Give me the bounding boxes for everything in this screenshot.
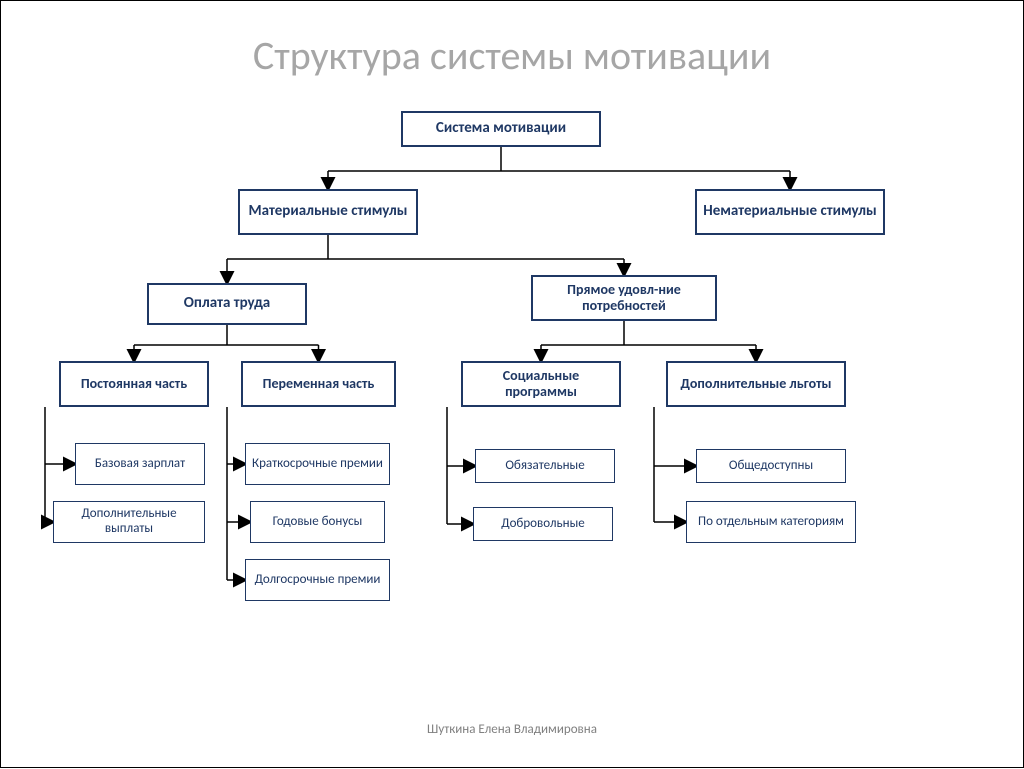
- node-god: Годовые бонусы: [250, 501, 385, 543]
- node-obyaz: Обязательные: [475, 449, 615, 483]
- node-dolg: Долгосрочные премии: [245, 559, 390, 601]
- node-pootd: По отдельным категориям: [686, 501, 856, 543]
- node-mat: Материальные стимулы: [238, 189, 418, 235]
- page-title: Структура системы мотивации: [1, 31, 1023, 80]
- node-soc: Социальные программы: [461, 361, 621, 407]
- node-nemat: Нематериальные стимулы: [695, 189, 885, 235]
- node-dobr: Добровольные: [473, 507, 613, 541]
- node-dop: Дополнительные льготы: [666, 361, 846, 407]
- node-obsh: Общедоступны: [696, 449, 846, 483]
- node-perem: Переменная часть: [241, 361, 396, 407]
- node-post: Постоянная часть: [59, 361, 209, 407]
- node-pryam: Прямое удовл-ние потребностей: [531, 275, 717, 321]
- node-oplata: Оплата труда: [147, 283, 307, 325]
- footer-author: Шуткина Елена Владимировна: [1, 722, 1023, 737]
- node-dopvy: Дополнительные выплаты: [53, 501, 205, 543]
- node-root: Система мотивации: [401, 111, 601, 147]
- node-krat: Краткосрочные премии: [245, 443, 390, 485]
- node-bazov: Базовая зарплат: [75, 443, 205, 485]
